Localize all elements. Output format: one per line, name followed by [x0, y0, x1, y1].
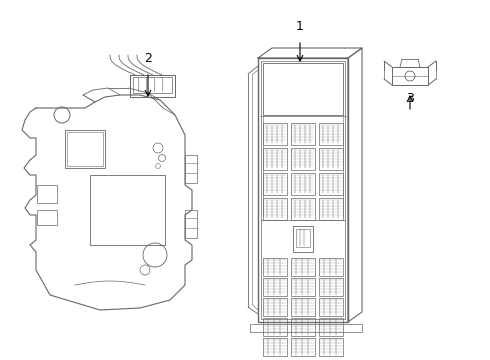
Bar — [263, 258, 287, 276]
Bar — [319, 338, 343, 356]
Bar — [392, 67, 428, 85]
Bar — [185, 155, 197, 183]
Bar — [185, 210, 197, 238]
Bar — [291, 318, 315, 336]
Bar — [319, 318, 343, 336]
Bar — [293, 226, 313, 252]
Bar — [67, 132, 103, 166]
Bar — [37, 185, 57, 203]
Bar — [263, 148, 287, 170]
Bar — [319, 298, 343, 316]
Bar — [258, 58, 348, 322]
Bar — [263, 298, 287, 316]
Bar — [263, 198, 287, 220]
Bar — [130, 75, 175, 97]
Bar — [65, 130, 105, 168]
Bar — [291, 298, 315, 316]
Bar — [263, 173, 287, 195]
Bar — [319, 123, 343, 145]
Bar — [263, 123, 287, 145]
Text: 1: 1 — [296, 20, 304, 33]
Bar — [319, 173, 343, 195]
Bar — [319, 278, 343, 296]
Bar — [90, 175, 165, 245]
Text: 2: 2 — [144, 52, 152, 65]
Bar — [296, 229, 310, 247]
Bar — [291, 173, 315, 195]
Bar — [291, 338, 315, 356]
Bar — [291, 278, 315, 296]
Bar — [291, 123, 315, 145]
Bar — [261, 61, 345, 319]
Bar — [319, 258, 343, 276]
Bar — [291, 198, 315, 220]
Bar — [37, 210, 57, 225]
Bar — [133, 77, 172, 93]
Bar — [291, 258, 315, 276]
Bar — [263, 278, 287, 296]
Bar — [319, 148, 343, 170]
Bar — [263, 318, 287, 336]
Bar — [291, 148, 315, 170]
Bar — [319, 198, 343, 220]
Bar — [250, 324, 362, 332]
Bar — [263, 63, 343, 115]
Bar — [263, 338, 287, 356]
Text: 3: 3 — [406, 92, 414, 105]
